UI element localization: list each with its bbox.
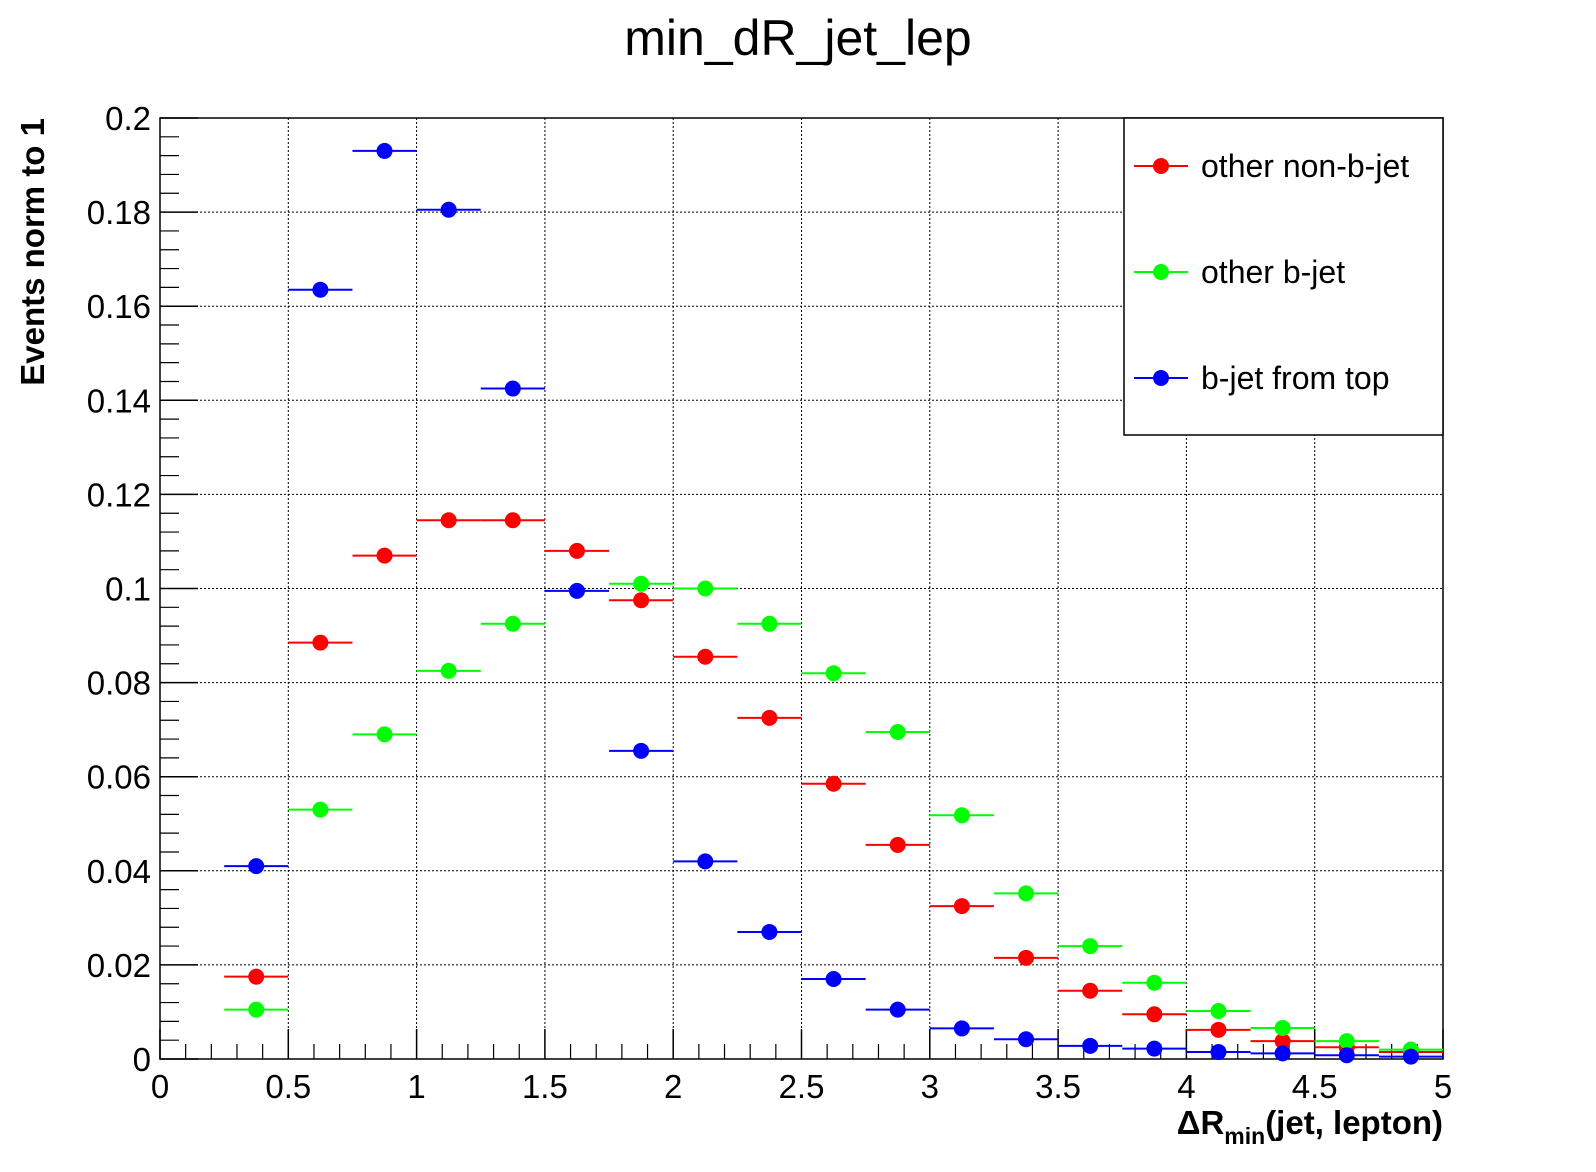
x-tick-label: 0.5 — [265, 1068, 311, 1105]
data-point — [248, 858, 265, 875]
legend-marker — [1153, 264, 1169, 280]
data-point — [1146, 974, 1163, 991]
data-point — [568, 542, 585, 559]
data-point — [697, 853, 714, 870]
data-point — [312, 634, 329, 651]
x-axis-label-prefix: ΔR — [1177, 1104, 1225, 1141]
data-point — [633, 575, 650, 592]
data-point — [1210, 1043, 1227, 1060]
data-point — [376, 142, 393, 159]
data-point — [1146, 1006, 1163, 1023]
data-point — [1082, 982, 1099, 999]
data-point — [761, 709, 778, 726]
data-point — [1018, 1031, 1035, 1048]
x-tick-label: 4.5 — [1292, 1068, 1338, 1105]
x-tick-label: 4 — [1177, 1068, 1195, 1105]
y-axis-label: Events norm to 1 — [14, 118, 51, 386]
series-layer — [224, 142, 1443, 1065]
chart-title: min_dR_jet_lep — [624, 10, 971, 66]
data-point — [889, 724, 906, 741]
data-point — [1338, 1047, 1355, 1064]
data-point — [248, 968, 265, 985]
data-point — [825, 665, 842, 682]
legend-box — [1123, 117, 1444, 436]
x-tick-label: 3.5 — [1035, 1068, 1081, 1105]
x-axis-label-subscript: min — [1224, 1123, 1265, 1149]
y-tick-label: 0.14 — [87, 382, 151, 419]
y-tick-label: 0.06 — [87, 759, 151, 796]
data-point — [953, 807, 970, 824]
y-tick-label: 0.04 — [87, 853, 151, 890]
data-point — [504, 380, 521, 397]
data-point — [697, 648, 714, 665]
data-point — [1082, 1037, 1099, 1054]
x-axis-label-suffix: (jet, lepton) — [1265, 1104, 1443, 1141]
data-point — [697, 580, 714, 597]
data-point — [248, 1001, 265, 1018]
data-point — [1274, 1019, 1291, 1036]
data-point — [440, 512, 457, 529]
data-point — [440, 201, 457, 218]
data-point — [1018, 949, 1035, 966]
data-point — [889, 836, 906, 853]
x-tick-label: 1 — [407, 1068, 425, 1105]
data-point — [504, 615, 521, 632]
data-point — [761, 615, 778, 632]
data-point — [312, 281, 329, 298]
legend-label: b-jet from top — [1201, 360, 1390, 396]
data-point — [376, 726, 393, 743]
x-tick-label: 2 — [664, 1068, 682, 1105]
y-tick-label: 0.12 — [87, 476, 151, 513]
x-tick-label: 3 — [921, 1068, 939, 1105]
data-point — [568, 582, 585, 599]
data-point — [440, 662, 457, 679]
y-tick-label: 0.16 — [87, 288, 151, 325]
data-point — [1082, 938, 1099, 955]
data-point — [953, 898, 970, 915]
data-point — [1274, 1045, 1291, 1062]
series-other-b-jet — [224, 575, 1443, 1058]
data-point — [376, 547, 393, 564]
y-tick-label: 0.2 — [105, 100, 151, 137]
data-point — [312, 801, 329, 818]
data-point — [953, 1020, 970, 1037]
data-point — [761, 923, 778, 940]
y-tick-label: 0.02 — [87, 947, 151, 984]
data-point — [1402, 1048, 1419, 1065]
x-tick-label: 5 — [1434, 1068, 1452, 1105]
data-point — [1338, 1033, 1355, 1050]
series-b-jet-from-top — [224, 142, 1443, 1065]
x-tick-label: 1.5 — [522, 1068, 568, 1105]
legend-marker — [1153, 370, 1169, 386]
x-tick-label: 2.5 — [779, 1068, 825, 1105]
legend-label: other b-jet — [1201, 254, 1345, 290]
y-tick-label: 0.18 — [87, 194, 151, 231]
data-point — [1210, 1003, 1227, 1020]
data-point — [504, 512, 521, 529]
data-point — [1274, 1033, 1291, 1050]
legend: other non-b-jet other b-jet b-jet from top — [1123, 117, 1444, 436]
legend-label: other non-b-jet — [1201, 148, 1409, 184]
data-point — [825, 971, 842, 988]
legend-marker — [1153, 158, 1169, 174]
y-tick-label: 0 — [133, 1041, 151, 1078]
data-point — [889, 1001, 906, 1018]
data-point — [825, 775, 842, 792]
data-point — [1210, 1021, 1227, 1038]
x-tick-label: 0 — [151, 1068, 169, 1105]
y-tick-label: 0.08 — [87, 665, 151, 702]
axis-ticks: 0 0.5 1 1.5 2 2.5 3 3.5 4 4.5 5 0 0.02 0.04 0.06 0.08 0.… — [87, 100, 1452, 1105]
x-axis-label: ΔRmin(jet, lepton) — [1177, 1104, 1443, 1149]
data-point — [1018, 885, 1035, 902]
data-point — [1146, 1040, 1163, 1057]
data-point — [633, 742, 650, 759]
y-tick-label: 0.1 — [105, 571, 151, 608]
data-point — [633, 592, 650, 609]
